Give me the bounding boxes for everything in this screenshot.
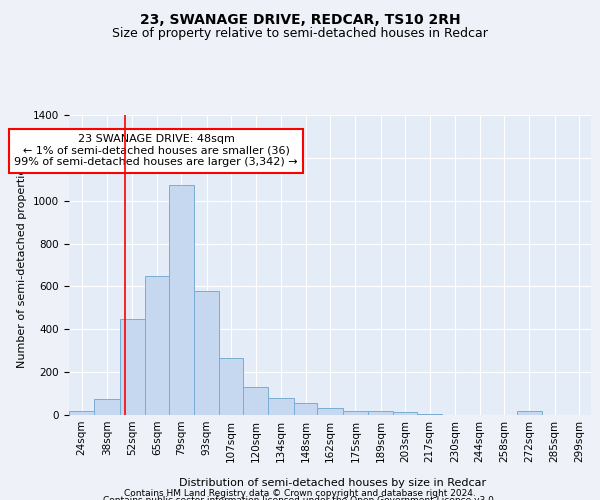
Bar <box>417 414 442 415</box>
Bar <box>368 411 394 415</box>
Bar <box>394 412 417 415</box>
Bar <box>294 403 317 415</box>
Bar <box>169 184 194 415</box>
Text: Contains HM Land Registry data © Crown copyright and database right 2024.: Contains HM Land Registry data © Crown c… <box>124 489 476 498</box>
Bar <box>220 358 243 415</box>
Text: 23, SWANAGE DRIVE, REDCAR, TS10 2RH: 23, SWANAGE DRIVE, REDCAR, TS10 2RH <box>140 12 460 26</box>
Bar <box>194 290 220 415</box>
Bar <box>317 408 343 415</box>
Text: Distribution of semi-detached houses by size in Redcar: Distribution of semi-detached houses by … <box>179 478 487 488</box>
Bar <box>243 387 268 415</box>
Bar <box>120 318 145 415</box>
Text: Size of property relative to semi-detached houses in Redcar: Size of property relative to semi-detach… <box>112 28 488 40</box>
Bar <box>94 399 120 415</box>
Bar <box>268 398 294 415</box>
Bar <box>69 411 94 415</box>
Bar <box>343 410 368 415</box>
Bar <box>145 276 169 415</box>
Text: 23 SWANAGE DRIVE: 48sqm
← 1% of semi-detached houses are smaller (36)
99% of sem: 23 SWANAGE DRIVE: 48sqm ← 1% of semi-det… <box>14 134 298 168</box>
Text: Contains public sector information licensed under the Open Government Licence v3: Contains public sector information licen… <box>103 496 497 500</box>
Y-axis label: Number of semi-detached properties: Number of semi-detached properties <box>17 162 28 368</box>
Bar <box>517 411 542 415</box>
